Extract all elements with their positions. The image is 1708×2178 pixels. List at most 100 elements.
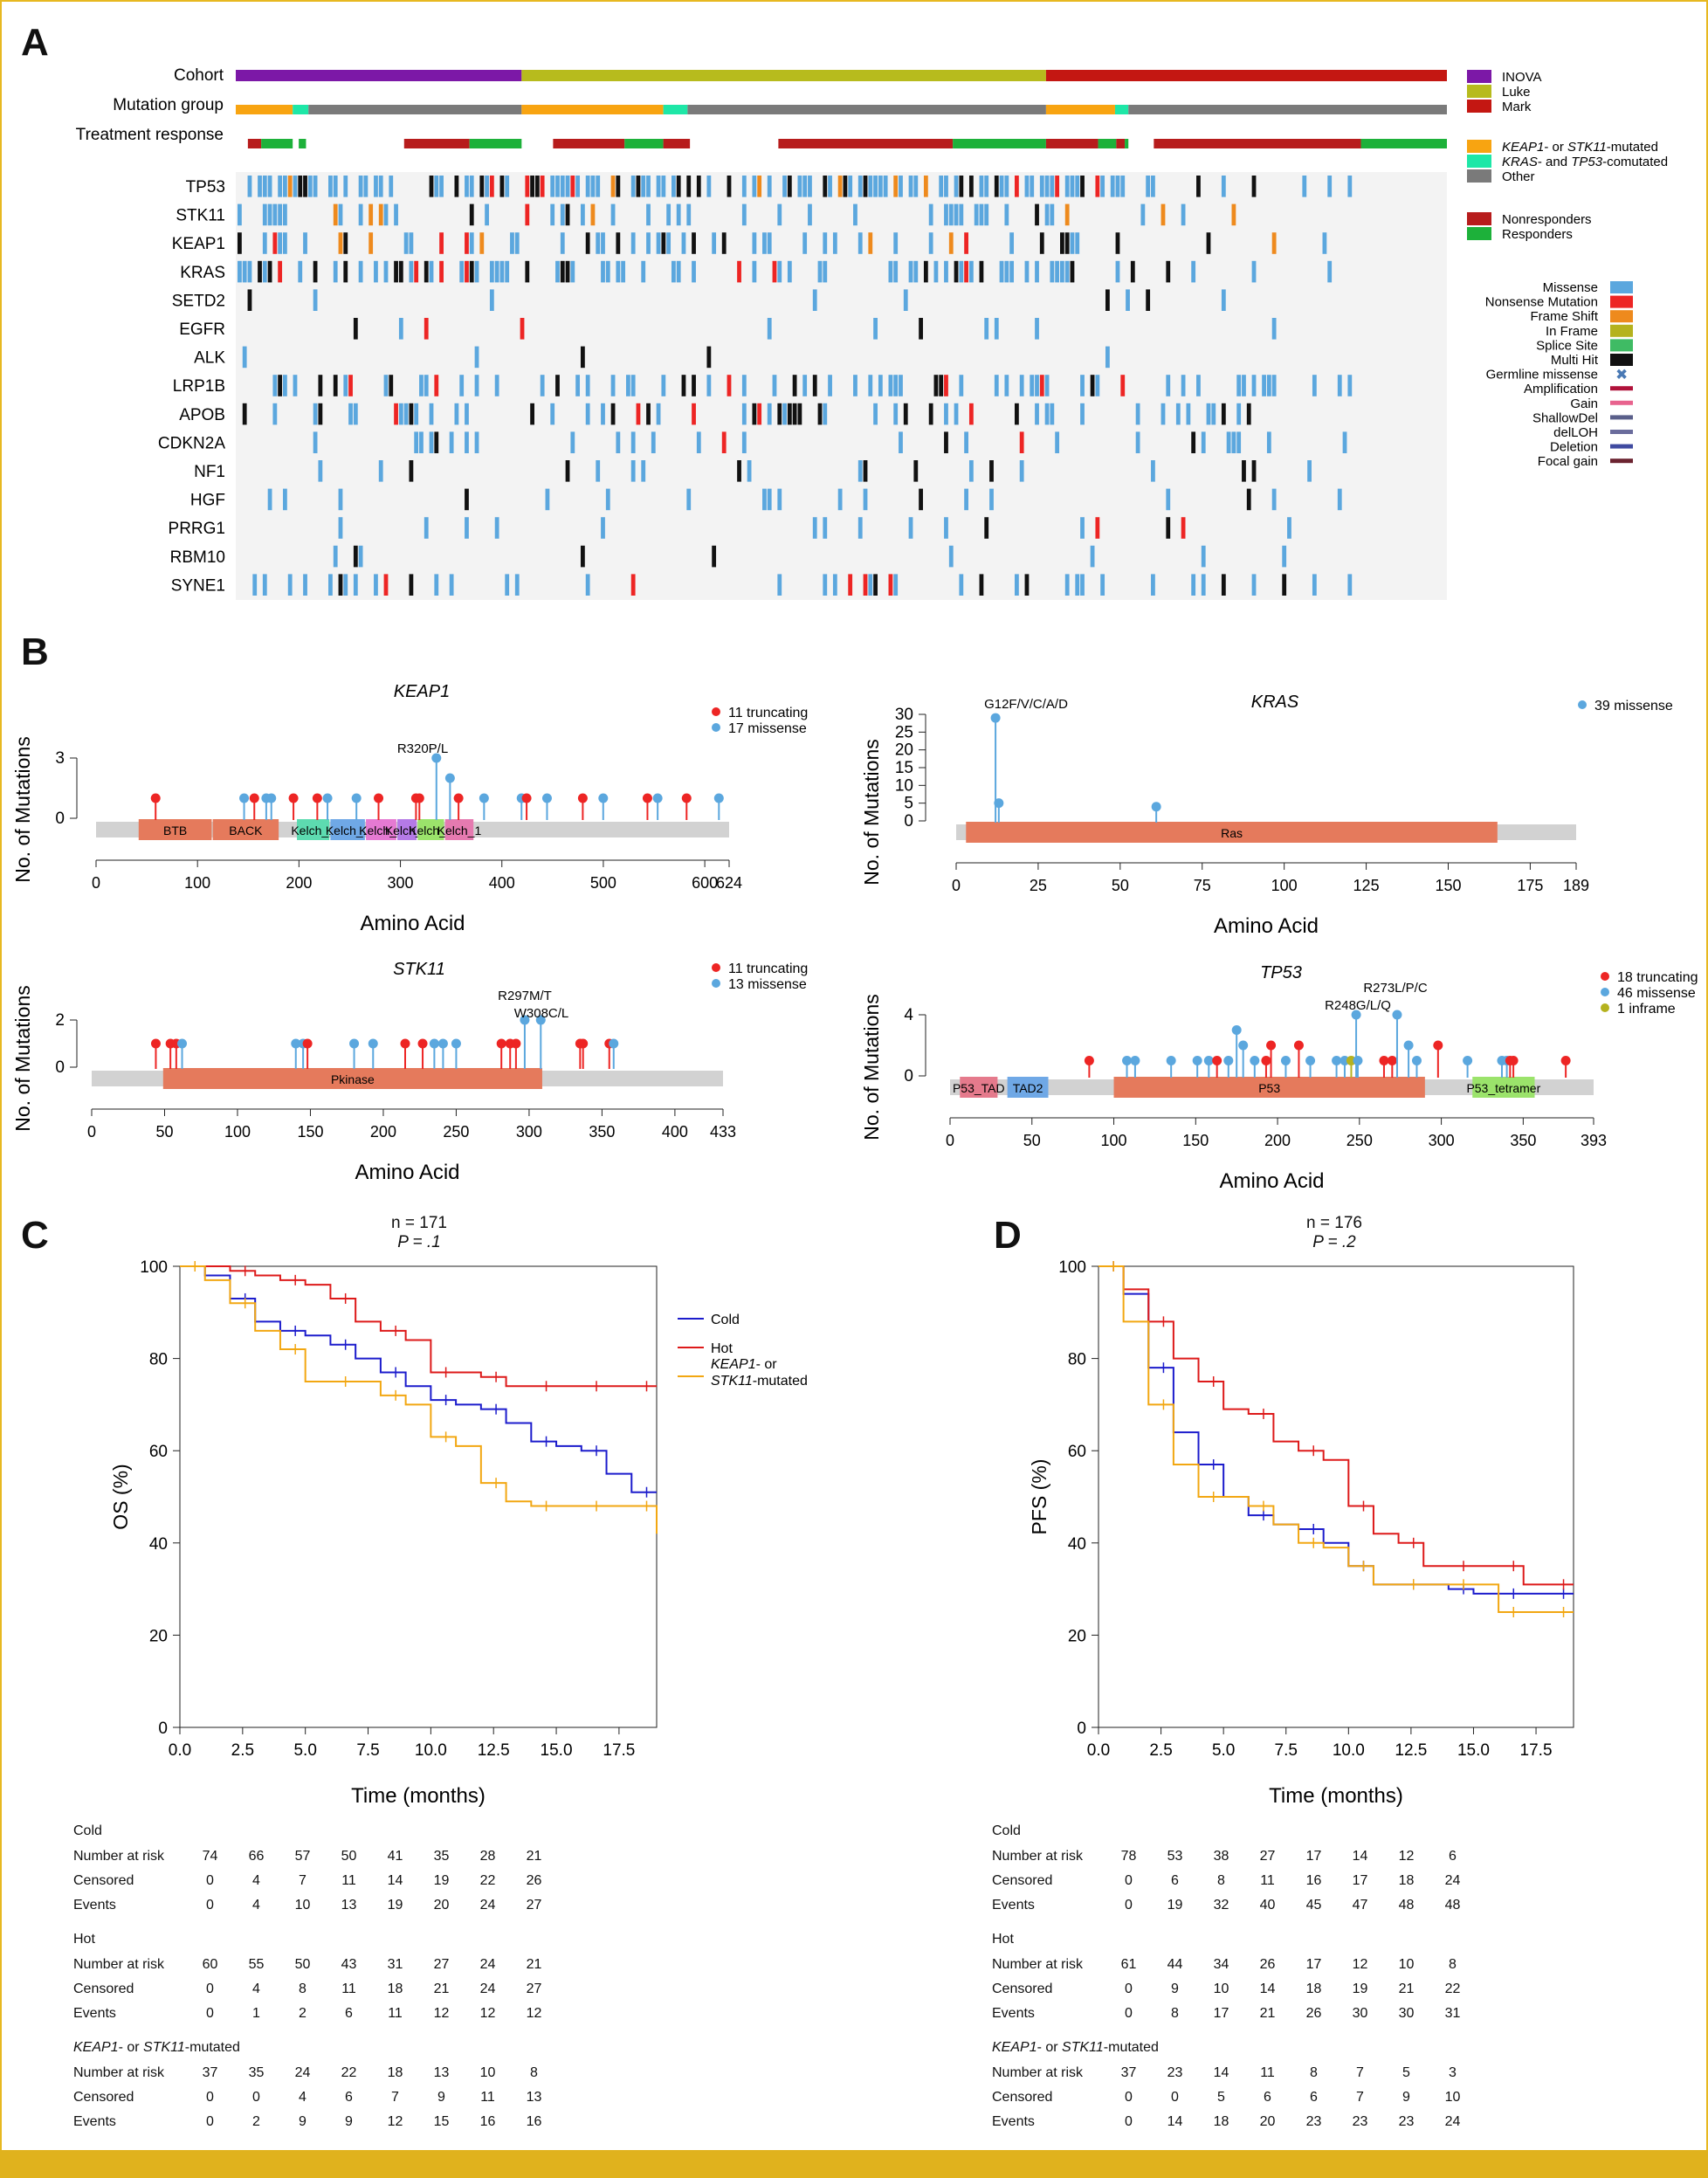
- alteration-cell: [948, 232, 954, 254]
- alteration-cell: [283, 375, 287, 396]
- alteration-cell: [1282, 574, 1287, 596]
- y-tick-label: 3: [55, 749, 65, 768]
- alteration-cell: [1226, 431, 1231, 453]
- mutation-group-segment: [1114, 105, 1129, 114]
- risk-cell: 10: [479, 2065, 496, 2080]
- alteration-cell: [1236, 431, 1242, 453]
- protein-domain: [1472, 1077, 1535, 1098]
- alteration-cell: [741, 375, 747, 396]
- alteration-cell: [1146, 176, 1151, 197]
- alteration-cell: [899, 176, 903, 197]
- alteration-cell: [878, 375, 883, 396]
- alteration-cell: [661, 375, 666, 396]
- alteration-cell: [313, 260, 318, 283]
- legend-swatch: [1610, 354, 1633, 366]
- legend-dot: [1601, 972, 1609, 981]
- track-label: Mutation group: [113, 96, 224, 114]
- risk-row-label: Number at risk: [73, 2065, 165, 2080]
- alteration-cell: [903, 289, 908, 311]
- legend-swatch: [1610, 310, 1633, 323]
- alteration-cell: [676, 260, 681, 283]
- alteration-cell: [863, 176, 868, 197]
- legend-label: 11 truncating: [728, 961, 808, 976]
- domain-label: Pkinase: [331, 1072, 375, 1086]
- alteration-cell: [939, 375, 944, 396]
- lollipop-head: [1508, 1056, 1519, 1065]
- lollipop-head: [437, 1038, 448, 1049]
- risk-group-header: Cold: [73, 1809, 557, 1844]
- legend-swatch: [1467, 155, 1491, 168]
- risk-group-header: KEAP1- or STK11-mutated: [992, 2026, 1476, 2061]
- lollipop-head: [1280, 1056, 1291, 1065]
- x-tick-label: 393: [1581, 1132, 1607, 1149]
- mutation-annotation: R273L/P/C: [1363, 981, 1428, 996]
- alteration-cell: [252, 574, 258, 596]
- alteration-cell: [262, 260, 267, 283]
- response-segment: [261, 139, 293, 148]
- protein-domain: [297, 819, 330, 840]
- risk-cell: 22: [341, 2065, 357, 2080]
- alteration-cell: [267, 203, 272, 226]
- y-tick-label: 15: [895, 759, 913, 777]
- x-tick-label: 100: [1101, 1132, 1127, 1149]
- alteration-cell: [857, 460, 863, 482]
- x-tick-label: 75: [1194, 877, 1211, 894]
- alteration-cell: [772, 260, 777, 283]
- alteration-cell: [378, 176, 383, 197]
- x-tick-label: 12.5: [478, 1741, 510, 1760]
- risk-cell: 0: [1171, 2090, 1179, 2105]
- alteration-cell: [580, 203, 585, 226]
- alteration-cell: [389, 176, 394, 197]
- alteration-cell: [686, 488, 692, 511]
- response-segment: [1125, 139, 1129, 148]
- risk-cell: 28: [479, 1849, 496, 1864]
- alteration-cell: [696, 431, 701, 453]
- alteration-cell: [767, 232, 772, 254]
- alteration-cell: [540, 375, 545, 396]
- lollipop-head: [1433, 1040, 1443, 1051]
- risk-cell: 8: [1217, 1873, 1225, 1888]
- km-d-header: n = 176 P = .2: [1247, 1214, 1422, 1252]
- alteration-cell: [1221, 403, 1226, 425]
- alteration-cell: [944, 431, 948, 453]
- x-tick-label: 10.0: [415, 1741, 447, 1760]
- risk-cell: 9: [1171, 1982, 1179, 1996]
- lollipop-head: [451, 1038, 461, 1049]
- y-tick-label: 60: [1068, 1443, 1086, 1461]
- alteration-cell: [419, 431, 424, 453]
- x-tick-label: 400: [489, 874, 515, 892]
- risk-row-label: Censored: [992, 2090, 1053, 2105]
- alteration-cell: [908, 517, 913, 539]
- alteration-cell: [919, 318, 923, 340]
- x-tick-label: 400: [662, 1123, 688, 1141]
- alteration-cell: [258, 260, 262, 283]
- alteration-cell: [585, 403, 590, 425]
- alteration-cell: [383, 375, 389, 396]
- risk-cell: 9: [1402, 2090, 1410, 2105]
- risk-row: Number at risk 37 35 24 22 18 13 10 8: [73, 2061, 557, 2085]
- risk-cell: 20: [433, 1898, 450, 1913]
- alteration-cell: [1251, 375, 1257, 396]
- alteration-cell: [565, 460, 570, 482]
- y-tick-label: 10: [895, 776, 913, 795]
- mutation-group-segment: [236, 105, 293, 114]
- alteration-cell: [1004, 203, 1009, 226]
- alteration-cell: [641, 260, 646, 283]
- risk-cell: 24: [1444, 2114, 1461, 2129]
- alteration-cell: [741, 431, 747, 453]
- legend-dot: [712, 707, 720, 716]
- y-tick-label: 30: [895, 706, 913, 724]
- alteration-cell: [646, 232, 651, 254]
- alteration-cell: [777, 203, 782, 226]
- alteration-cell: [616, 260, 621, 283]
- risk-row-label: Censored: [73, 1873, 134, 1888]
- alteration-cell: [303, 574, 307, 596]
- risk-cell: 21: [1259, 2006, 1276, 2021]
- alteration-cell: [434, 375, 439, 396]
- alteration-cell: [1100, 574, 1105, 596]
- alteration-cell: [414, 431, 419, 453]
- alteration-cell: [706, 346, 712, 369]
- alteration-cell: [610, 203, 616, 226]
- risk-cell: 11: [1260, 1873, 1275, 1888]
- alteration-cell: [828, 375, 832, 396]
